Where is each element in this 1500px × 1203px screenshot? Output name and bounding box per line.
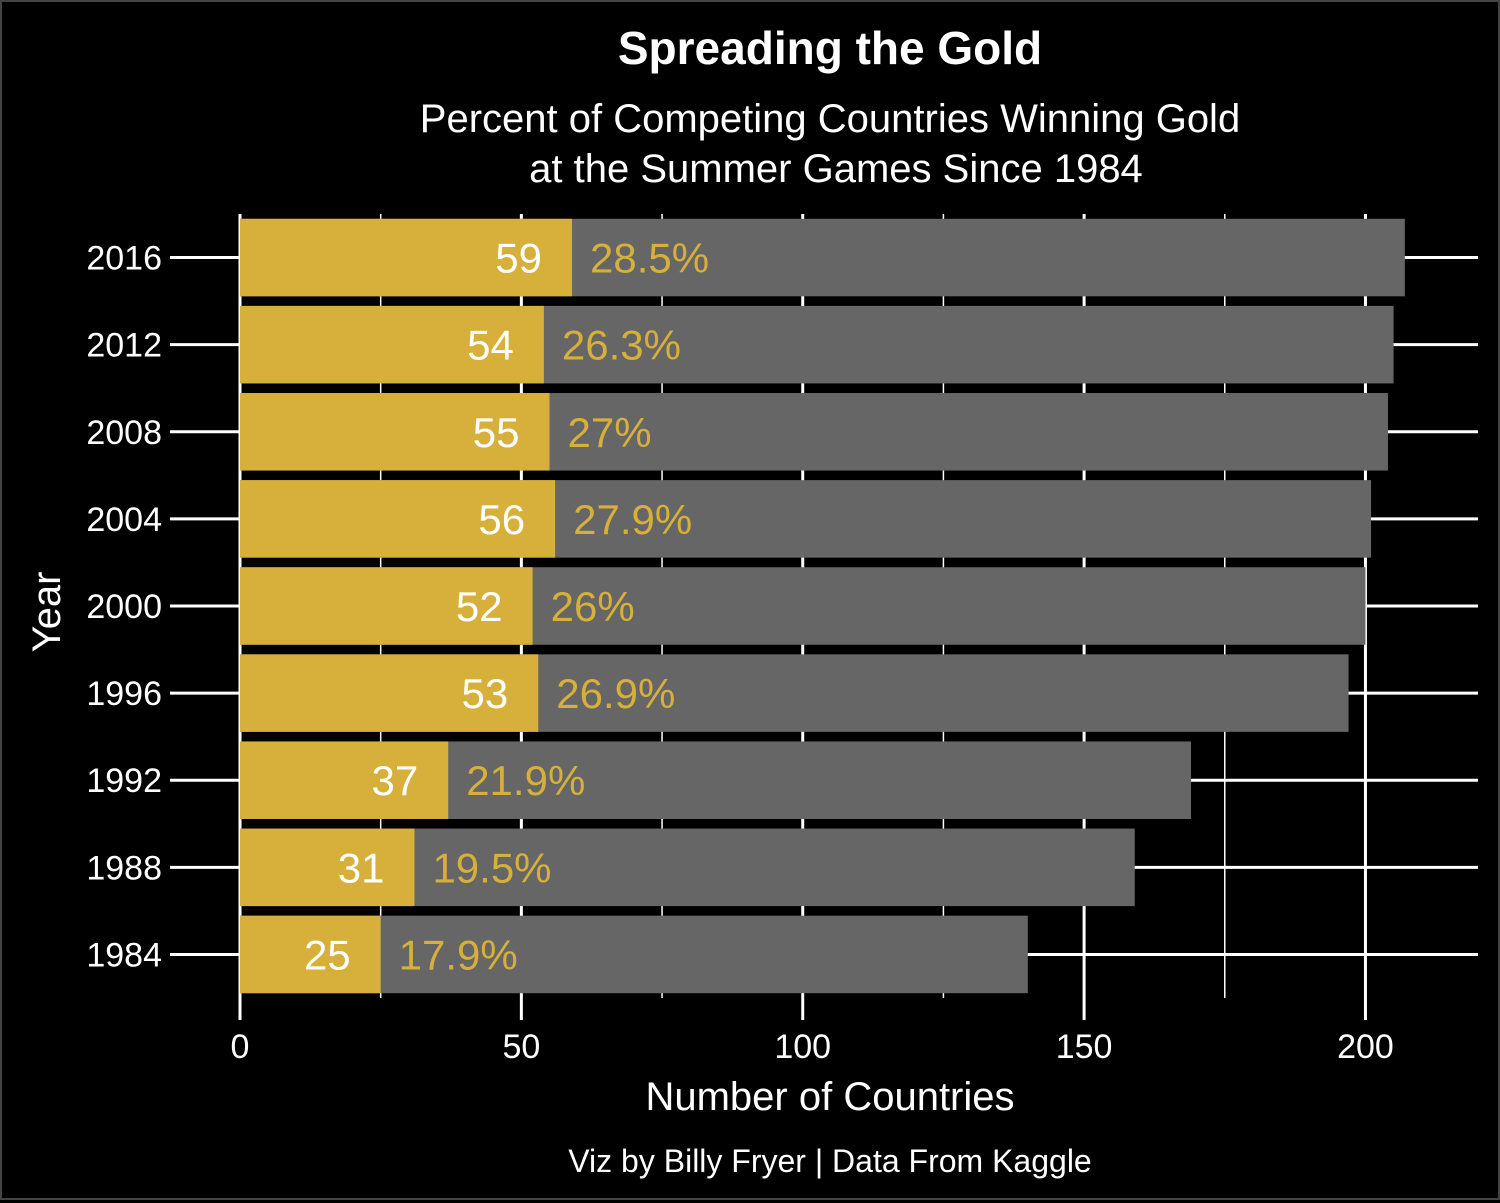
count-label-1996: 53 xyxy=(462,670,509,717)
y-tick-label-2012: 2012 xyxy=(86,327,162,365)
x-tick-label-0: 0 xyxy=(231,1028,250,1066)
count-label-2016: 59 xyxy=(495,235,542,282)
count-label-1992: 37 xyxy=(371,757,418,804)
percent-label-2004: 27.9% xyxy=(573,496,692,543)
count-label-2012: 54 xyxy=(467,322,514,369)
bar-gold-1996 xyxy=(240,654,539,732)
bar-gold-2016 xyxy=(240,218,573,297)
bar-gold-2012 xyxy=(240,305,544,384)
chart-subtitle-line-1: Percent of Competing Countries Winning G… xyxy=(420,97,1240,141)
axis-layer: 2016 2012 2008 2004 2000 1996 1992 1988 1984 0 50 1… xyxy=(86,240,1393,1066)
count-label-1988: 31 xyxy=(338,844,385,891)
bar-gold-1992 xyxy=(240,741,449,819)
y-axis-label: Year xyxy=(25,572,69,653)
labels-layer: 59 28.5% 54 26.3% 55 27% 56 27.9% 52 26% 53 26.9% 37… xyxy=(304,235,709,979)
bar-gold-1988 xyxy=(240,828,415,907)
percent-label-1992: 21.9% xyxy=(466,757,585,804)
count-label-1984: 25 xyxy=(304,931,351,978)
x-tick-label-200: 200 xyxy=(1337,1028,1394,1066)
count-label-2000: 52 xyxy=(456,583,503,630)
bar-gold-1984 xyxy=(240,915,381,994)
bar-gold-2004 xyxy=(240,480,556,558)
percent-label-2008: 27% xyxy=(568,409,652,456)
percent-label-2016: 28.5% xyxy=(590,235,709,282)
chart-subtitle-line-2: at the Summer Games Since 1984 xyxy=(529,147,1143,191)
bars-layer xyxy=(240,218,1405,994)
percent-label-1988: 19.5% xyxy=(432,844,551,891)
y-tick-label-1984: 1984 xyxy=(86,936,162,974)
y-tick-label-1992: 1992 xyxy=(86,762,162,800)
chart-caption: Viz by Billy Fryer | Data From Kaggle xyxy=(568,1143,1091,1179)
y-tick-label-1988: 1988 xyxy=(86,849,162,887)
y-tick-label-2000: 2000 xyxy=(86,588,162,626)
percent-label-2012: 26.3% xyxy=(562,322,681,369)
count-label-2004: 56 xyxy=(478,496,525,543)
percent-label-2000: 26% xyxy=(551,583,635,630)
y-tick-label-2008: 2008 xyxy=(86,414,162,452)
y-tick-label-2004: 2004 xyxy=(86,501,162,539)
bar-gold-2008 xyxy=(240,393,550,471)
percent-label-1984: 17.9% xyxy=(399,931,518,978)
x-tick-label-50: 50 xyxy=(502,1028,540,1066)
x-axis-label: Number of Countries xyxy=(645,1075,1014,1119)
x-tick-label-100: 100 xyxy=(774,1028,831,1066)
chart-title: Spreading the Gold xyxy=(618,22,1042,74)
percent-label-1996: 26.9% xyxy=(556,670,675,717)
x-tick-label-150: 150 xyxy=(1056,1028,1113,1066)
count-label-2008: 55 xyxy=(473,409,520,456)
bar-gold-2000 xyxy=(240,567,533,645)
y-tick-label-1996: 1996 xyxy=(86,675,162,713)
y-tick-label-2016: 2016 xyxy=(86,240,162,278)
